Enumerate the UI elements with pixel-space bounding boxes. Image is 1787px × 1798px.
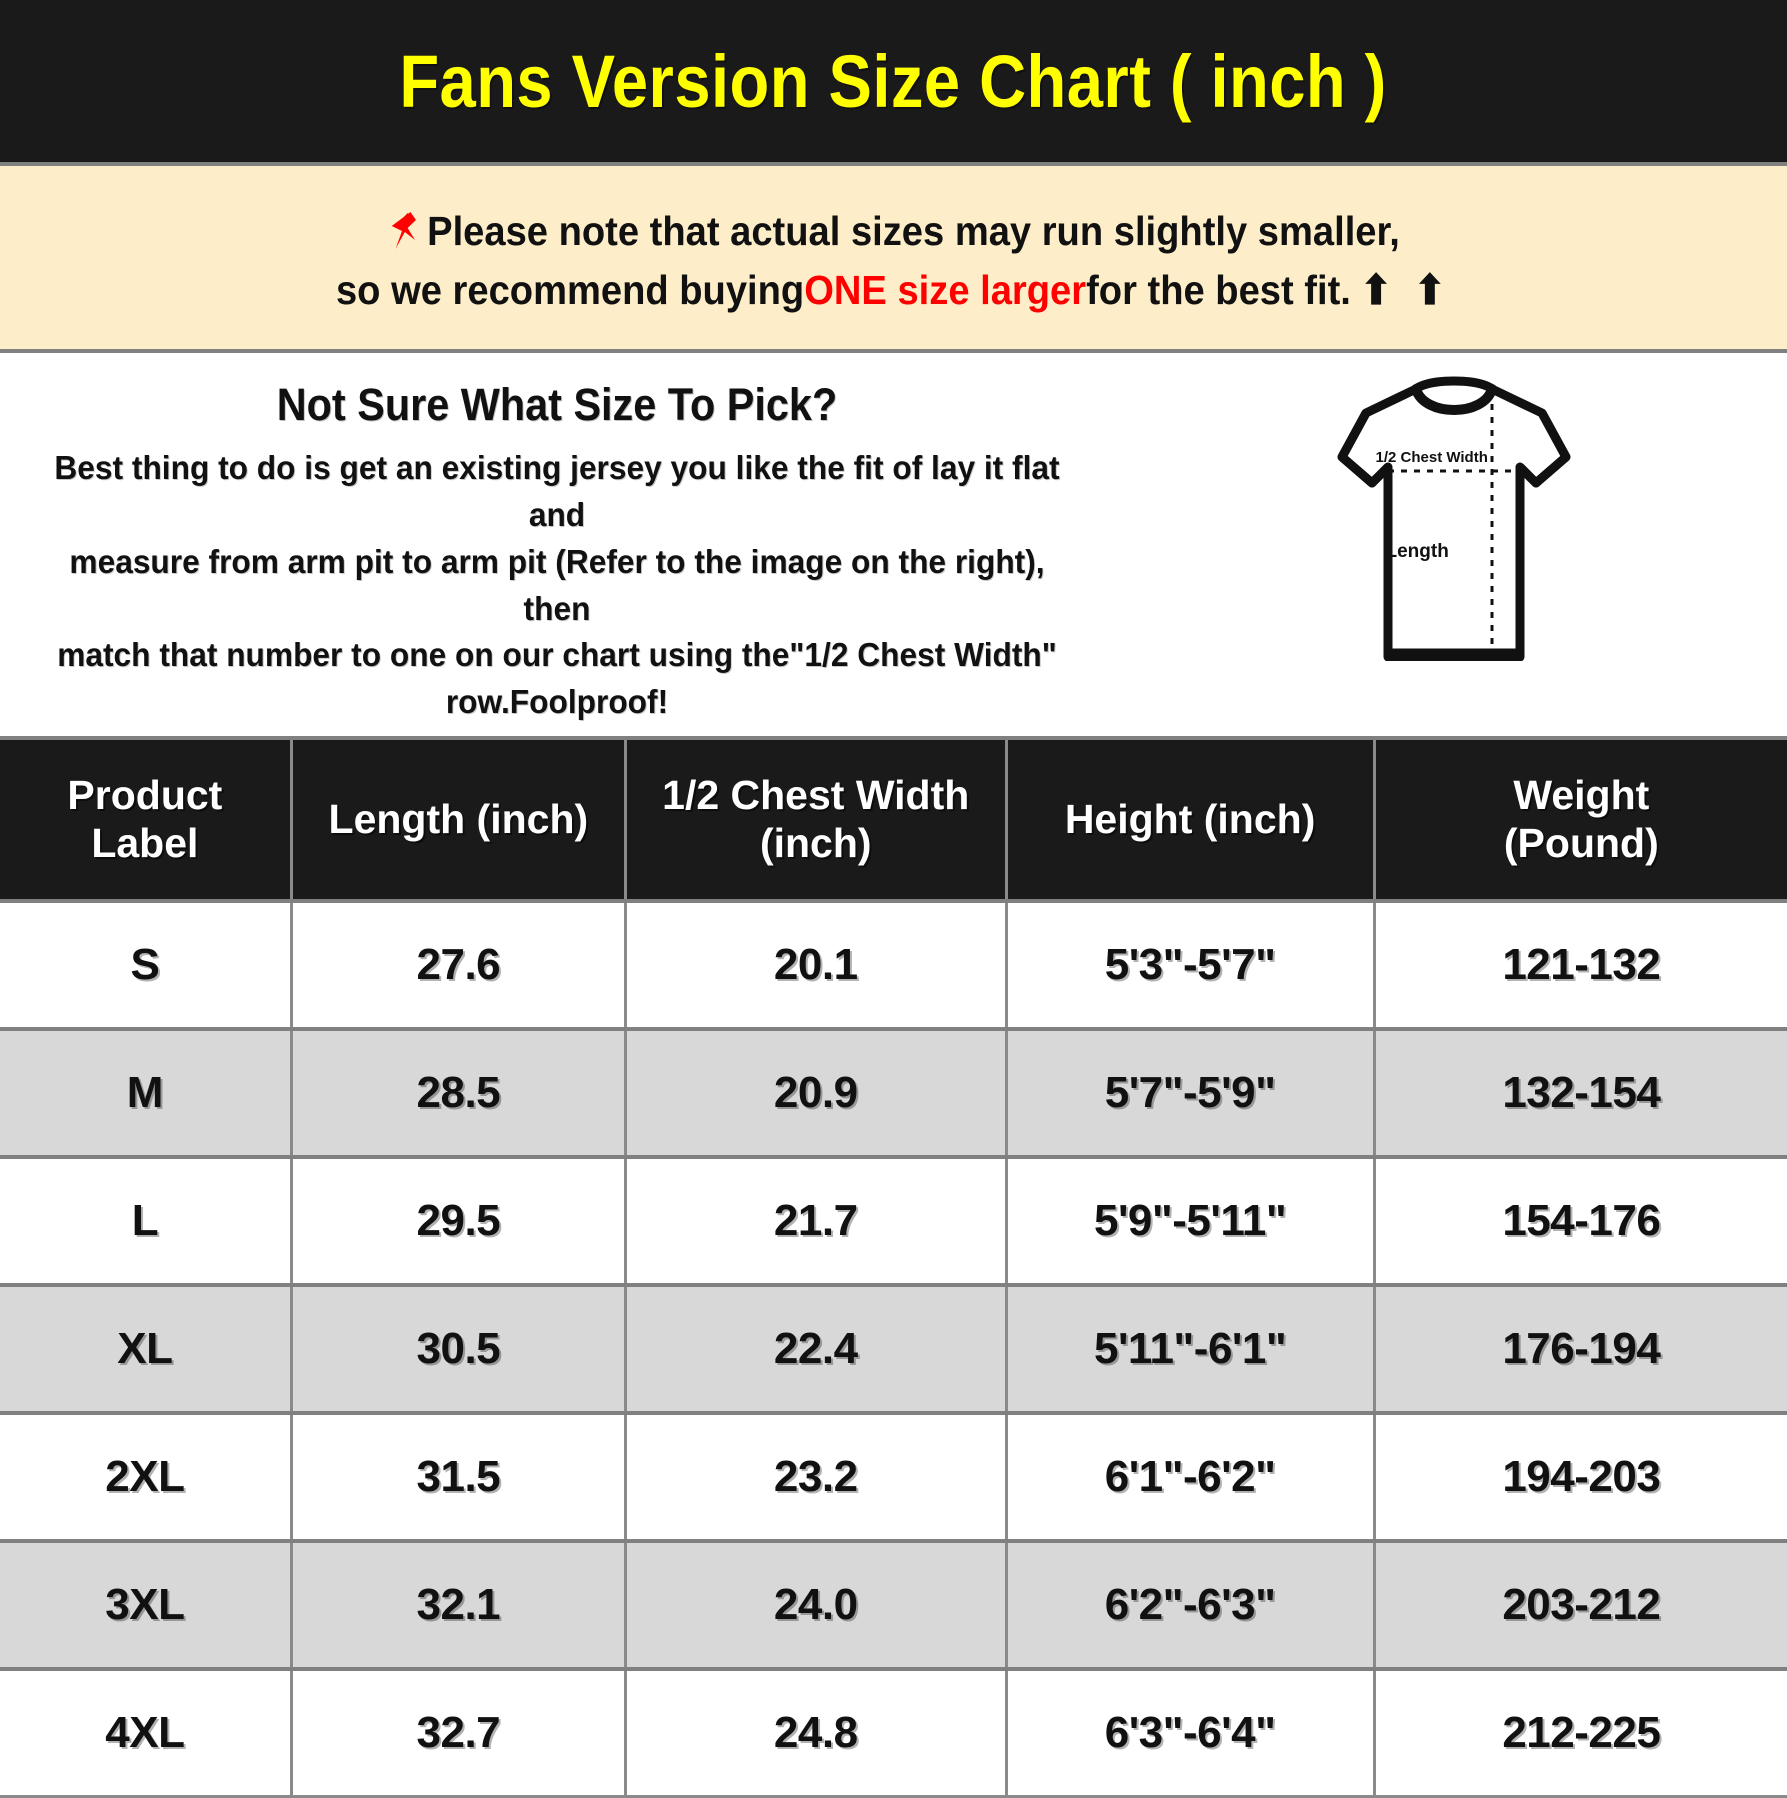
cell-chest-width: 21.7 [625,1156,1008,1287]
cell-product-label: 3XL [0,1540,293,1671]
column-header-product-label-line-1: Product [67,771,223,818]
title-bar: Fans Version Size Chart ( inch ) [0,0,1787,166]
cell-height: 5'11"-6'1" [1006,1284,1376,1415]
cell-product-label: 4XL [0,1668,293,1798]
cell-weight: 194-203 [1374,1412,1787,1543]
pushpin-icon [388,210,425,252]
cell-height: 5'3"-5'7" [1006,900,1376,1031]
table-body: S 27.6 20.1 5'3"-5'7" 121-132 M 28.5 20.… [0,900,1787,1798]
cell-height: 6'1"-6'2" [1006,1412,1376,1543]
explain-diagram-block: 1/2 Chest Width Length [1120,353,1787,661]
column-header-weight: Weight (Pound) [1374,739,1787,903]
table-row: 3XL 32.1 24.0 6'2"-6'3" 203-212 [0,1540,1787,1671]
note-banner: Please note that actual sizes may run sl… [0,166,1787,353]
cell-height: 5'7"-5'9" [1006,1028,1376,1159]
table-row: S 27.6 20.1 5'3"-5'7" 121-132 [0,900,1787,1031]
chest-width-label: 1/2 Chest Width [1375,449,1488,466]
note-line-1-text: Please note that actual sizes may run sl… [426,208,1400,255]
column-header-chest-width-line-1: 1/2 Chest Width [662,771,970,818]
cell-product-label: XL [0,1284,293,1415]
column-header-weight-line-2: (Pound) [1503,820,1659,866]
length-label: Length [1385,541,1449,562]
cell-length: 27.6 [291,900,627,1031]
cell-weight: 212-225 [1374,1668,1787,1798]
cell-weight: 176-194 [1374,1284,1787,1415]
cell-length: 31.5 [291,1412,627,1543]
cell-length: 32.1 [291,1540,627,1671]
up-arrow-icon: ⬆ ⬆ [1359,266,1452,313]
explain-section: Not Sure What Size To Pick? Best thing t… [0,353,1787,740]
cell-chest-width: 22.4 [625,1284,1008,1415]
note-line-2-prefix: so we recommend buying [335,266,805,313]
note-highlight: ONE size larger [804,266,1086,313]
cell-weight: 203-212 [1374,1540,1787,1671]
table-row: XL 30.5 22.4 5'11"-6'1" 176-194 [0,1284,1787,1415]
table-header-row: Product Label Length (inch) 1/2 Chest Wi… [0,739,1787,903]
table-row: 4XL 32.7 24.8 6'3"-6'4" 212-225 [0,1668,1787,1798]
explain-body-line-2: measure from arm pit to arm pit (Refer t… [69,542,1045,627]
column-header-length-line-1: Length (inch) [328,795,589,842]
table-header: Product Label Length (inch) 1/2 Chest Wi… [0,739,1787,903]
cell-length: 30.5 [291,1284,627,1415]
cell-chest-width: 23.2 [625,1412,1008,1543]
cell-length: 32.7 [291,1668,627,1798]
column-header-length: Length (inch) [291,739,627,903]
cell-length: 29.5 [291,1156,627,1287]
cell-length: 28.5 [291,1028,627,1159]
table-row: L 29.5 21.7 5'9"-5'11" 154-176 [0,1156,1787,1287]
cell-product-label: L [0,1156,293,1287]
cell-chest-width: 24.0 [625,1540,1008,1671]
column-header-product-label: Product Label [0,739,293,903]
tshirt-diagram-icon: 1/2 Chest Width Length [1304,371,1604,661]
column-header-height: Height (inch) [1006,739,1376,903]
explain-body-line-1: Best thing to do is get an existing jers… [54,449,1060,533]
column-header-height-line-1: Height (inch) [1064,795,1316,842]
cell-weight: 132-154 [1374,1028,1787,1159]
cell-height: 5'9"-5'11" [1006,1156,1376,1287]
column-header-weight-line-1: Weight [1513,771,1650,818]
cell-chest-width: 20.9 [625,1028,1008,1159]
cell-product-label: S [0,900,293,1031]
explain-text-block: Not Sure What Size To Pick? Best thing t… [0,353,1120,726]
cell-chest-width: 24.8 [625,1668,1008,1798]
note-line-1: Please note that actual sizes may run sl… [388,202,1400,260]
note-line-2-suffix: for the best fit. [1085,266,1351,313]
column-header-product-label-line-2: Label [91,820,199,866]
column-header-chest-width-line-2: (inch) [759,820,872,866]
column-header-chest-width: 1/2 Chest Width (inch) [625,739,1008,903]
explain-heading: Not Sure What Size To Pick? [276,379,838,430]
size-table: Product Label Length (inch) 1/2 Chest Wi… [0,739,1787,1798]
explain-body-line-4: row.Foolproof! [445,683,669,721]
cell-chest-width: 20.1 [625,900,1008,1031]
cell-weight: 121-132 [1374,900,1787,1031]
table-row: 2XL 31.5 23.2 6'1"-6'2" 194-203 [0,1412,1787,1543]
table-row: M 28.5 20.9 5'7"-5'9" 132-154 [0,1028,1787,1159]
cell-weight: 154-176 [1374,1156,1787,1287]
note-line-2: so we recommend buying ONE size larger f… [336,261,1451,319]
page-title: Fans Version Size Chart ( inch ) [399,39,1388,123]
cell-product-label: M [0,1028,293,1159]
cell-height: 6'2"-6'3" [1006,1540,1376,1671]
cell-height: 6'3"-6'4" [1006,1668,1376,1798]
cell-product-label: 2XL [0,1412,293,1543]
explain-body-line-3: match that number to one on our chart us… [57,636,1057,674]
